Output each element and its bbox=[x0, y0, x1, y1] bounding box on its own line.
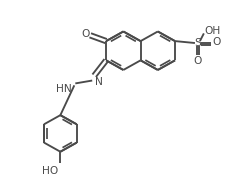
Text: OH: OH bbox=[205, 27, 221, 36]
Text: S: S bbox=[194, 38, 201, 48]
Text: O: O bbox=[213, 37, 221, 47]
Text: O: O bbox=[194, 56, 202, 67]
Text: HN: HN bbox=[56, 84, 71, 94]
Text: O: O bbox=[81, 29, 90, 39]
Text: HO: HO bbox=[42, 166, 58, 176]
Text: N: N bbox=[95, 77, 103, 87]
